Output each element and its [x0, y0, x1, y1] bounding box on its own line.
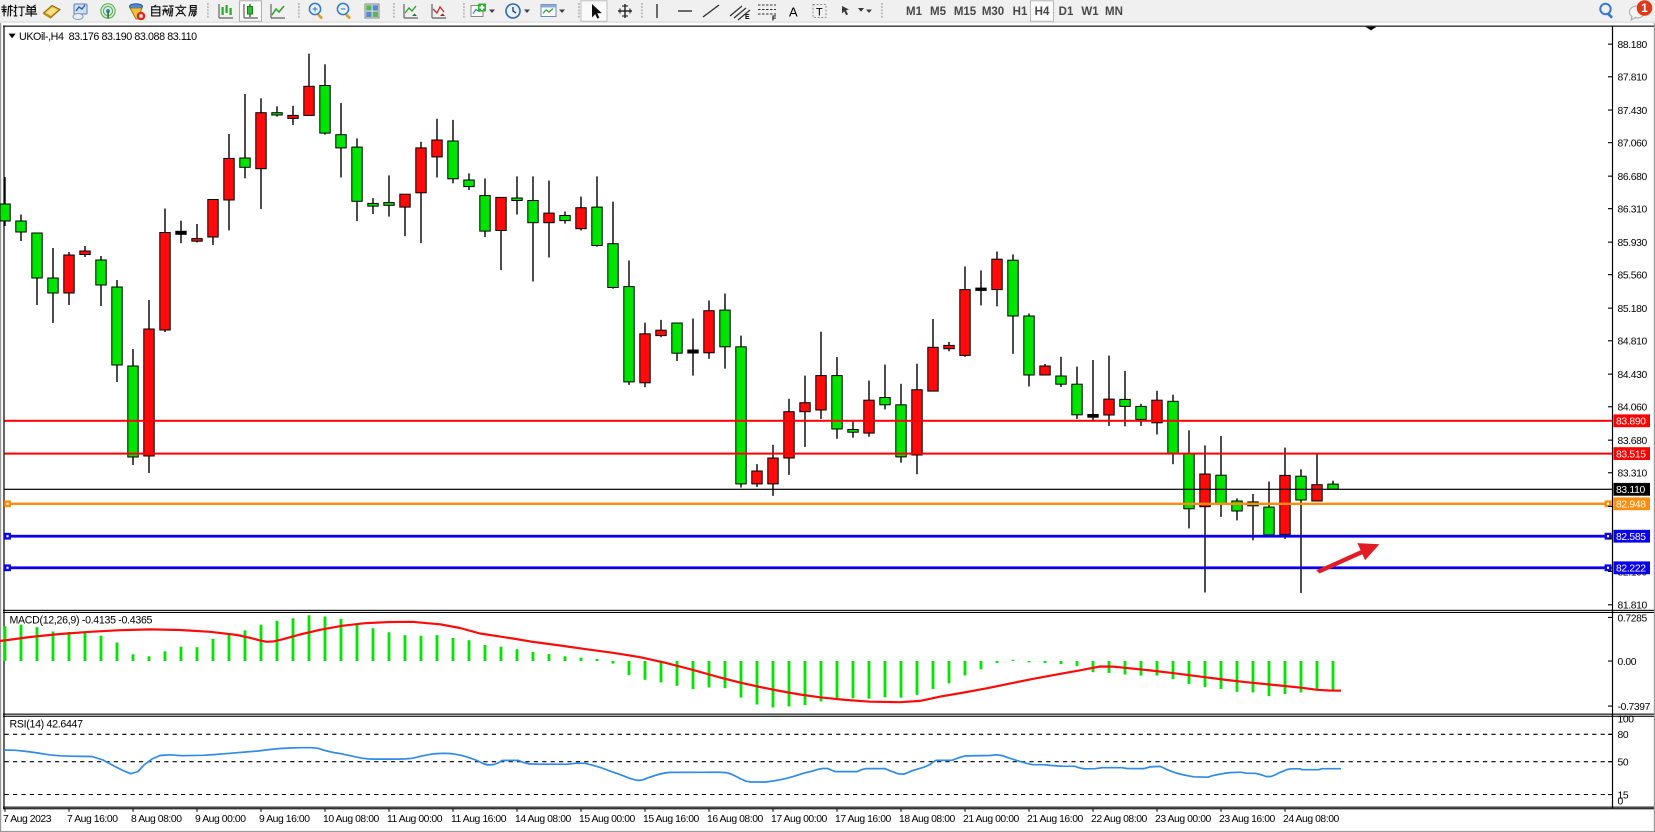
- svg-text:D1: D1: [1059, 6, 1074, 18]
- svg-text:M5: M5: [930, 6, 947, 18]
- svg-text:−: −: [340, 4, 346, 15]
- svg-text:14 Aug 08:00: 14 Aug 08:00: [515, 814, 572, 825]
- svg-text:84.810: 84.810: [1618, 337, 1648, 348]
- svg-text:50: 50: [1618, 758, 1629, 769]
- svg-text:9 Aug 00:00: 9 Aug 00:00: [195, 814, 246, 825]
- svg-text:85.930: 85.930: [1618, 238, 1648, 249]
- svg-text:MN: MN: [1105, 6, 1123, 18]
- svg-text:87.810: 87.810: [1618, 73, 1648, 84]
- svg-text:17 Aug 00:00: 17 Aug 00:00: [771, 814, 828, 825]
- svg-text:80: 80: [1618, 730, 1629, 741]
- svg-text:F: F: [772, 16, 777, 23]
- svg-text:86.680: 86.680: [1618, 172, 1648, 183]
- svg-text:11 Aug 16:00: 11 Aug 16:00: [451, 814, 507, 825]
- svg-text:7 Aug 16:00: 7 Aug 16:00: [67, 814, 118, 825]
- svg-text:H4: H4: [1035, 6, 1050, 18]
- svg-text:15: 15: [1618, 790, 1629, 801]
- svg-text:22 Aug 08:00: 22 Aug 08:00: [1091, 814, 1148, 825]
- svg-text:0.7285: 0.7285: [1618, 613, 1648, 624]
- svg-text:RSI(14) 42.6447: RSI(14) 42.6447: [10, 718, 84, 730]
- svg-text:T: T: [816, 7, 823, 19]
- svg-text:83.110: 83.110: [1616, 485, 1646, 496]
- svg-text:0: 0: [1618, 797, 1624, 808]
- svg-text:8 Aug 08:00: 8 Aug 08:00: [131, 814, 182, 825]
- svg-text:83.515: 83.515: [1616, 450, 1646, 461]
- svg-text:88.180: 88.180: [1618, 40, 1648, 51]
- svg-text:85.560: 85.560: [1618, 271, 1648, 282]
- svg-text:0.00: 0.00: [1618, 657, 1637, 668]
- svg-text:86.310: 86.310: [1618, 205, 1648, 216]
- svg-text:H1: H1: [1013, 6, 1028, 18]
- svg-text:M1: M1: [906, 6, 923, 18]
- svg-text:15 Aug 00:00: 15 Aug 00:00: [579, 814, 636, 825]
- svg-text:83.890: 83.890: [1616, 417, 1646, 428]
- svg-text:87.060: 87.060: [1618, 139, 1648, 150]
- svg-text:87.430: 87.430: [1618, 106, 1648, 117]
- svg-text:21 Aug 16:00: 21 Aug 16:00: [1027, 814, 1084, 825]
- svg-text:9 Aug 16:00: 9 Aug 16:00: [259, 814, 310, 825]
- svg-text:83.310: 83.310: [1618, 469, 1648, 480]
- svg-text:84.060: 84.060: [1618, 403, 1648, 414]
- svg-text:10 Aug 08:00: 10 Aug 08:00: [323, 814, 380, 825]
- svg-text:UKOil-,H4 83.176 83.190 83.08: UKOil-,H4 83.176 83.190 83.088 83.110: [19, 31, 197, 43]
- svg-text:A: A: [789, 5, 798, 20]
- svg-text:24 Aug 08:00: 24 Aug 08:00: [1283, 814, 1340, 825]
- svg-text:100: 100: [1618, 714, 1635, 725]
- svg-text:16 Aug 08:00: 16 Aug 08:00: [707, 814, 764, 825]
- svg-text:18 Aug 08:00: 18 Aug 08:00: [899, 814, 956, 825]
- svg-text:21 Aug 00:00: 21 Aug 00:00: [963, 814, 1020, 825]
- svg-text:17 Aug 16:00: 17 Aug 16:00: [835, 814, 892, 825]
- svg-text:+: +: [312, 4, 318, 15]
- svg-text:83.680: 83.680: [1618, 436, 1648, 447]
- svg-text:11 Aug 00:00: 11 Aug 00:00: [387, 814, 443, 825]
- svg-text:23 Aug 16:00: 23 Aug 16:00: [1219, 814, 1276, 825]
- svg-text:-0.7397: -0.7397: [1618, 702, 1651, 713]
- svg-text:M15: M15: [954, 6, 977, 18]
- svg-text:82.585: 82.585: [1616, 532, 1646, 543]
- svg-text:23 Aug 00:00: 23 Aug 00:00: [1155, 814, 1212, 825]
- svg-text:84.430: 84.430: [1618, 370, 1648, 381]
- svg-text:81.810: 81.810: [1618, 601, 1648, 612]
- svg-text:1: 1: [1641, 1, 1648, 15]
- svg-text:W1: W1: [1081, 6, 1099, 18]
- svg-text:82.948: 82.948: [1616, 500, 1646, 511]
- svg-text:15 Aug 16:00: 15 Aug 16:00: [643, 814, 700, 825]
- svg-text:M30: M30: [982, 6, 1004, 18]
- svg-text:85.180: 85.180: [1618, 304, 1648, 315]
- svg-text:E: E: [745, 14, 750, 21]
- svg-text:82.222: 82.222: [1616, 564, 1646, 575]
- svg-text:7 Aug 2023: 7 Aug 2023: [3, 814, 52, 825]
- svg-text:MACD(12,26,9) -0.4135 -0.4365: MACD(12,26,9) -0.4135 -0.4365: [10, 614, 153, 626]
